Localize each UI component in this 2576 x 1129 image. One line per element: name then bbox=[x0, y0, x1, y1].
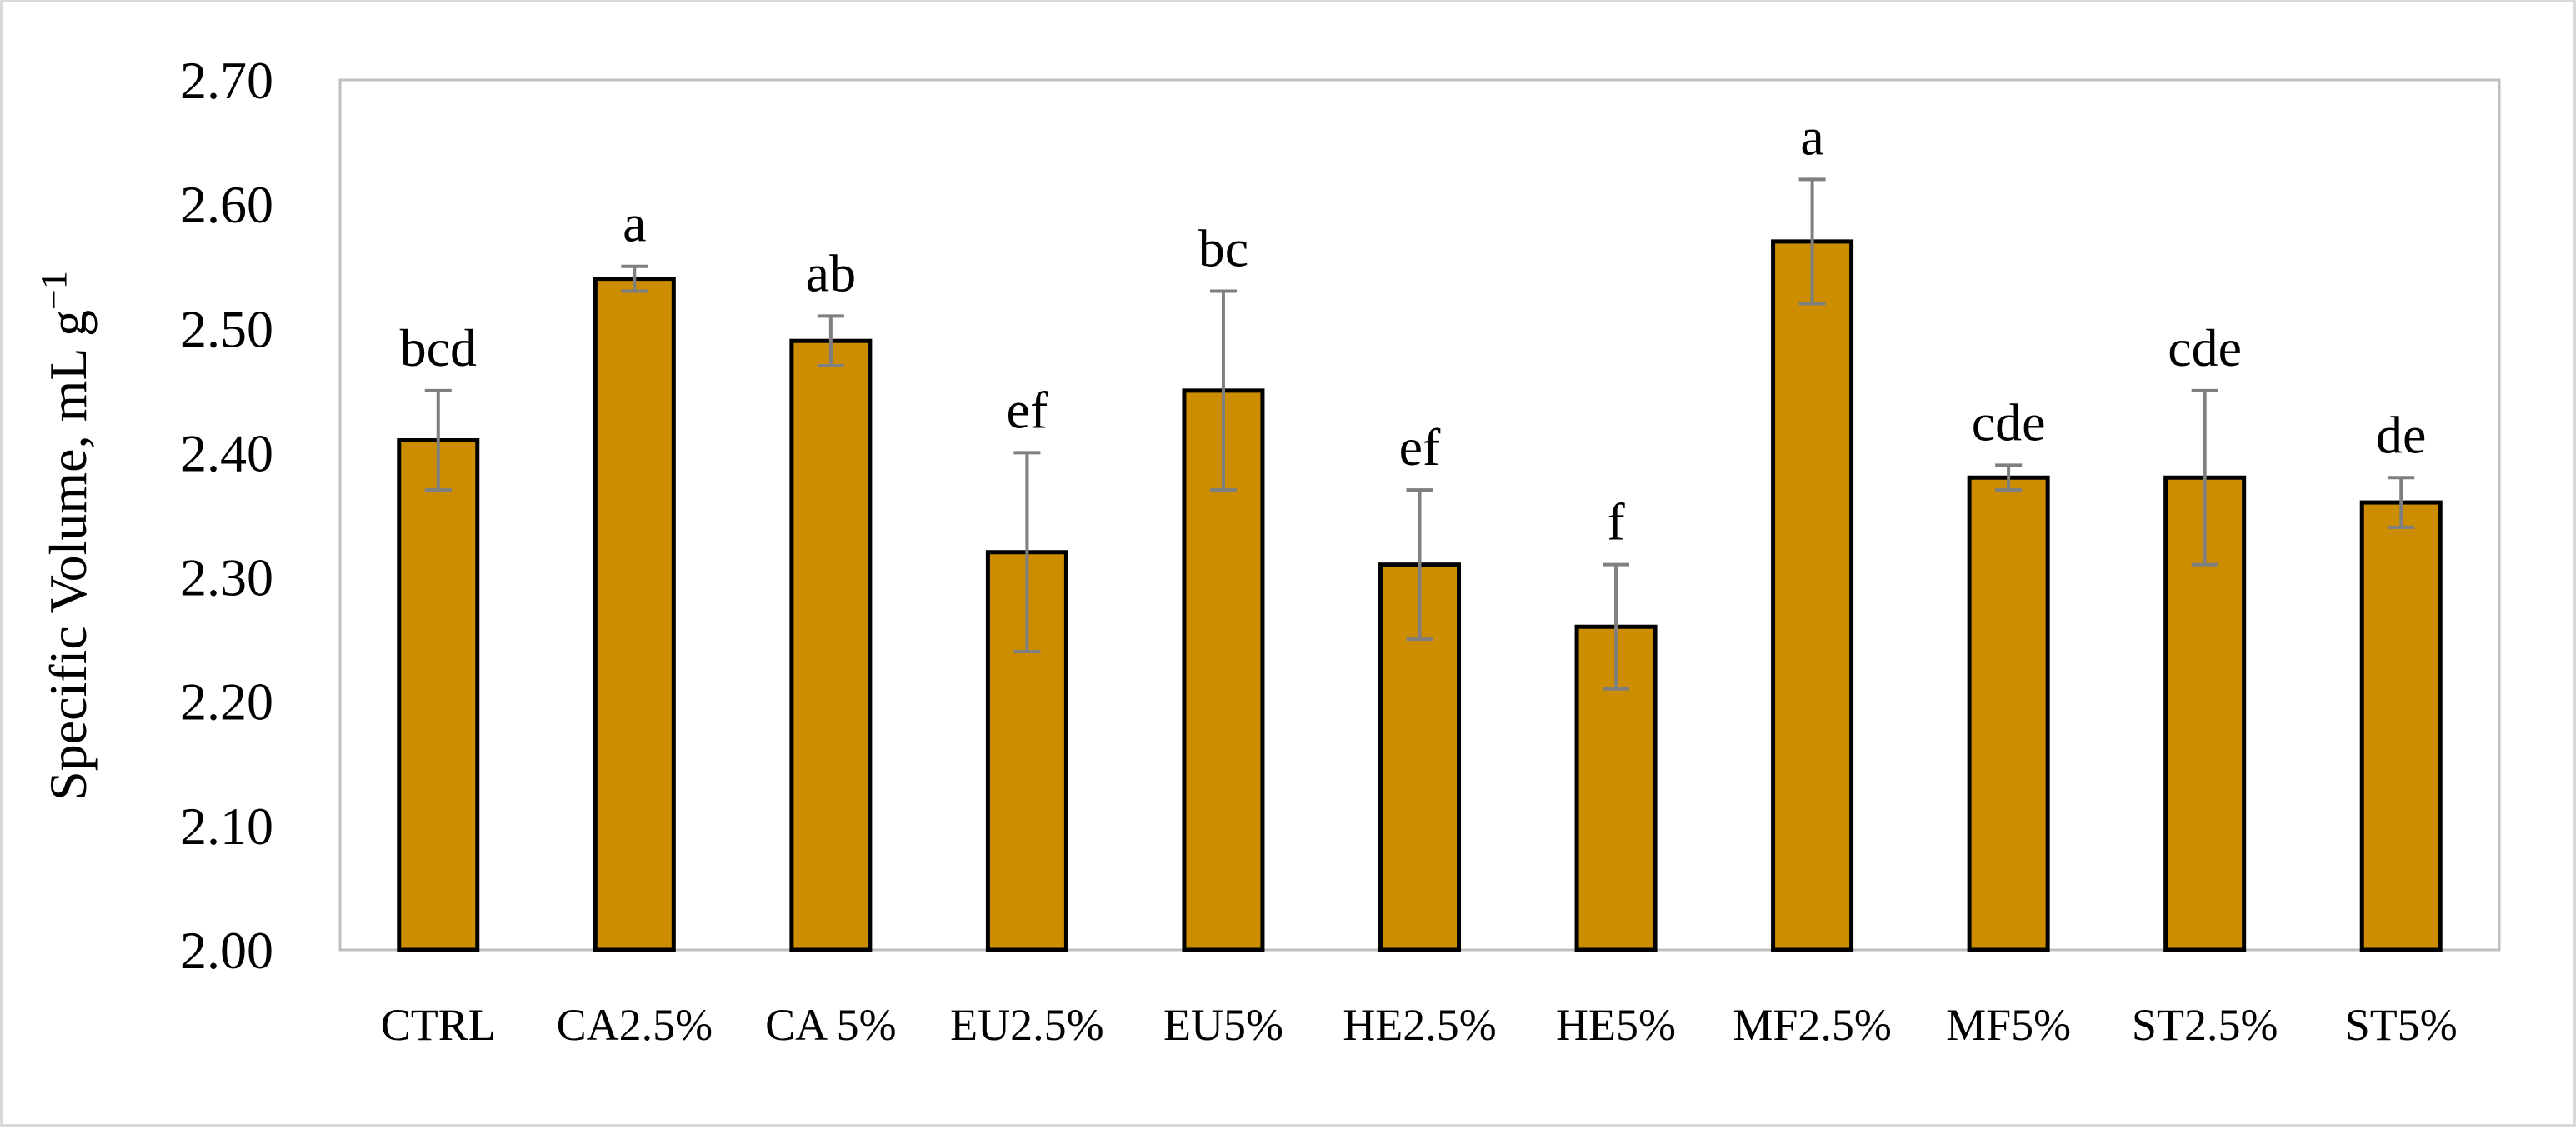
x-category-label: ST2.5% bbox=[2132, 1000, 2278, 1050]
bar bbox=[1771, 239, 1854, 952]
significance-letter: a bbox=[623, 194, 646, 253]
significance-letter: ef bbox=[1007, 380, 1048, 439]
x-axis-categories: CTRL CA2.5% CA 5% EU2.5% EU5% HE2.5% HE5% MF2.5… bbox=[381, 1000, 2458, 1050]
bar bbox=[1182, 388, 1265, 952]
y-tick-label: 2.30 bbox=[180, 548, 273, 607]
x-category-label: EU2.5% bbox=[950, 1000, 1103, 1050]
x-category-label: HE2.5% bbox=[1343, 1000, 1496, 1050]
x-category-label: MF5% bbox=[1946, 1000, 2071, 1050]
y-tick-label: 2.10 bbox=[180, 797, 273, 856]
bar bbox=[2359, 500, 2443, 952]
x-category-label: CTRL bbox=[381, 1000, 496, 1050]
x-category-label: EU5% bbox=[1163, 1000, 1283, 1050]
significance-letter: f bbox=[1607, 492, 1625, 552]
y-tick-label: 2.20 bbox=[180, 672, 273, 732]
bar bbox=[2163, 475, 2247, 952]
y-axis-title: Specific Volume, mL g−1 bbox=[33, 271, 98, 801]
significance-letters-layer: bcd a ab ef bc ef f a cde cde de bbox=[400, 107, 2427, 551]
x-category-label: CA 5% bbox=[765, 1000, 897, 1050]
x-category-label: MF2.5% bbox=[1733, 1000, 1892, 1050]
significance-letter: bc bbox=[1198, 219, 1248, 278]
y-tick-label: 2.50 bbox=[180, 299, 273, 358]
significance-letter: cde bbox=[2168, 318, 2242, 377]
y-tick-label: 2.60 bbox=[180, 175, 273, 234]
y-tick-label: 2.00 bbox=[180, 921, 273, 980]
bar bbox=[593, 277, 676, 952]
significance-letter: cde bbox=[1972, 392, 2046, 452]
significance-letter: ab bbox=[806, 243, 856, 302]
x-category-label: CA2.5% bbox=[557, 1000, 713, 1050]
y-axis-title-text: Specific Volume, mL g bbox=[38, 310, 98, 801]
x-category-label: ST5% bbox=[2345, 1000, 2458, 1050]
y-axis-ticks: 2.00 2.10 2.20 2.30 2.40 2.50 2.60 2.70 bbox=[180, 51, 273, 980]
bars-layer bbox=[397, 239, 2443, 952]
significance-letter: de bbox=[2376, 405, 2426, 464]
x-category-label: HE5% bbox=[1556, 1000, 1676, 1050]
y-tick-label: 2.70 bbox=[180, 51, 273, 110]
bar bbox=[1967, 475, 2050, 952]
bar bbox=[397, 438, 480, 952]
significance-letter: bcd bbox=[400, 318, 477, 377]
y-axis-title-superscript: −1 bbox=[33, 271, 74, 310]
error-bars-layer bbox=[424, 177, 2415, 691]
y-tick-label: 2.40 bbox=[180, 423, 273, 482]
bar bbox=[789, 338, 873, 952]
significance-letter: ef bbox=[1399, 417, 1441, 477]
significance-letter: a bbox=[1800, 107, 1823, 166]
